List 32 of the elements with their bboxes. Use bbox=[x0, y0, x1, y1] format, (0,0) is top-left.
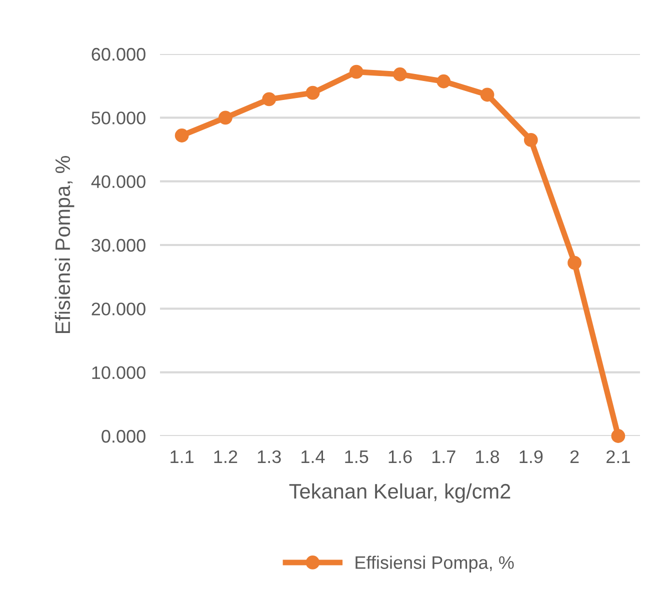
x-tick-label: 1.8 bbox=[476, 450, 500, 464]
y-tick-label: 40.000 bbox=[91, 175, 146, 188]
y-tick-label: 50.000 bbox=[92, 112, 146, 124]
point bbox=[218, 110, 232, 125]
x-tick-label: 1.1 bbox=[170, 450, 194, 463]
x-tick-label: 2 bbox=[570, 450, 579, 463]
y-tick-label: 10.000 bbox=[92, 366, 146, 380]
x-tick-label: 1.7 bbox=[432, 450, 456, 463]
y-tick-label: 20.000 bbox=[92, 302, 146, 316]
point bbox=[393, 67, 407, 82]
x-tick-label: 2.1 bbox=[606, 450, 630, 463]
point bbox=[436, 74, 451, 88]
legend-label: Effisiensi Pompa, % bbox=[356, 556, 514, 573]
x-tick-label: 1.6 bbox=[388, 450, 412, 464]
point bbox=[611, 429, 626, 443]
point bbox=[174, 128, 189, 142]
point bbox=[568, 256, 582, 270]
x-tick-label: 1.5 bbox=[345, 450, 368, 464]
x-tick-label: 1.2 bbox=[214, 450, 238, 463]
x-tick-label: 1.9 bbox=[520, 450, 543, 464]
y-tick-label: 60.000 bbox=[92, 48, 146, 61]
y-tick-label: 0.000 bbox=[102, 430, 146, 443]
y-axis-title: Efisiensi Pompa, % bbox=[54, 156, 74, 334]
y-tick-label: 30.000 bbox=[92, 238, 146, 252]
point bbox=[306, 86, 320, 100]
x-tick-label: 1.4 bbox=[302, 450, 325, 463]
point bbox=[349, 64, 364, 79]
point bbox=[262, 92, 276, 106]
point bbox=[480, 88, 494, 102]
x-axis-title: Tekanan Keluar, kg/cm2 bbox=[289, 483, 510, 503]
x-tick-label: 1.3 bbox=[258, 450, 281, 464]
point bbox=[524, 133, 538, 147]
